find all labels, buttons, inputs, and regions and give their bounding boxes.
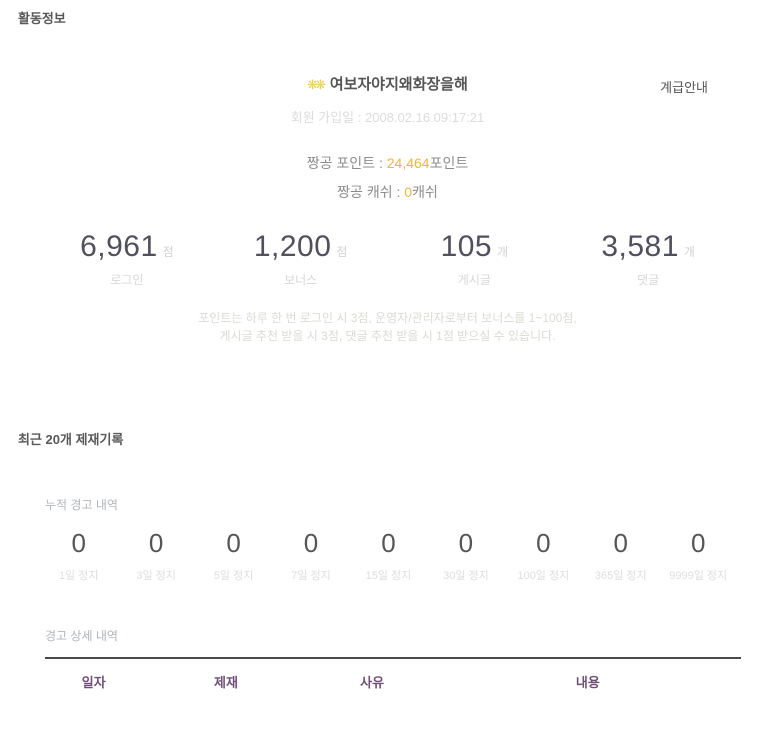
stat-unit: 개 (683, 245, 695, 259)
cash-label: 짱공 캐쉬 : (337, 184, 405, 200)
rank-guide-link[interactable]: 계급안내 (660, 80, 708, 95)
warning-label: 30일 정지 (443, 570, 489, 582)
warning-count: 0 (71, 528, 86, 558)
warning-summary-title: 누적 경고 내역 (45, 498, 118, 512)
warning-label: 365일 정지 (594, 570, 647, 582)
warning-label: 3일 정지 (136, 570, 176, 582)
stat-unit: 점 (336, 245, 348, 259)
warning-count: 0 (303, 528, 319, 558)
warning-label: 9999일 정지 (669, 570, 728, 582)
warning-item: 0 15일 정지 (350, 528, 427, 583)
warning-summary-row: 0 1일 정지 0 3일 정지 0 5일 정지 0 7일 정지 0 15일 정지… (40, 528, 737, 583)
stat-value: 3,581 (601, 230, 679, 263)
warning-item: 0 7일 정지 (272, 528, 349, 583)
stat-login: 6,961 점 로그인 (40, 230, 214, 288)
warning-item: 0 9999일 정지 (660, 528, 737, 583)
points-info: 포인트는 하루 한 번 로그인 시 3점, 운영자/관리자로부터 보너스를 1~… (0, 309, 775, 345)
point-label: 짱공 포인트 : (306, 155, 387, 171)
cash-line: 짱공 캐쉬 : 0캐쉬 (0, 182, 775, 202)
warning-label: 15일 정지 (365, 570, 412, 582)
warning-count: 0 (458, 528, 474, 558)
warning-count: 0 (690, 528, 706, 558)
warning-count: 0 (381, 528, 396, 558)
stat-label: 로그인 (110, 273, 144, 287)
col-header-reason: 사유 (360, 675, 385, 690)
warning-count: 0 (613, 528, 629, 558)
point-value: 24,464 (386, 155, 430, 171)
stat-value: 105 (440, 230, 493, 263)
warning-label: 100일 정지 (517, 570, 570, 582)
col-header-date: 일자 (81, 675, 106, 690)
warning-detail-title: 경고 상세 내역 (45, 629, 118, 643)
col-header-sanction: 제재 (213, 675, 238, 690)
stat-label: 게시글 (457, 273, 491, 287)
page-title: 활동정보 (18, 11, 66, 26)
sanctions-section-title: 최근 20개 제재기록 (18, 432, 124, 447)
stat-label: 보너스 (284, 273, 318, 287)
cash-value: 0 (404, 184, 413, 200)
activity-stats: 6,961 점 로그인 1,200 점 보너스 105 개 게시글 3,581 개 댓글 (40, 230, 735, 288)
stat-value: 1,200 (253, 230, 332, 263)
stat-value: 6,961 (80, 230, 158, 263)
points-info-line2: 게시글 추천 받을 시 3점, 댓글 추천 받을 시 1점 받으실 수 있습니다… (219, 329, 556, 343)
points-info-line1: 포인트는 하루 한 번 로그인 시 3점, 운영자/관리자로부터 보너스를 1~… (198, 311, 577, 325)
stat-label: 댓글 (637, 273, 660, 287)
warning-count: 0 (536, 528, 551, 558)
join-date: 회원 가입일 : 2008.02.16 09:17:21 (290, 110, 485, 125)
warning-label: 5일 정지 (213, 570, 254, 582)
warning-label: 1일 정지 (58, 570, 99, 582)
table-header-row: 일자 제재 사유 내용 (45, 658, 741, 703)
warning-label: 7일 정지 (291, 570, 331, 582)
stat-comments: 3,581 개 댓글 (561, 230, 735, 288)
warning-item: 0 3일 정지 (117, 528, 194, 583)
stat-unit: 점 (162, 245, 174, 259)
cash-suffix: 캐쉬 (412, 184, 438, 200)
warning-item: 0 30일 정지 (427, 528, 504, 583)
warning-item: 0 100일 정지 (505, 528, 582, 583)
warning-detail-table: 일자 제재 사유 내용 (45, 657, 741, 703)
stat-posts: 105 개 게시글 (388, 230, 562, 288)
username-line: ❋❋ 여보자야지왜화장을해 (0, 73, 775, 94)
medal-icon: ❋❋ (307, 77, 326, 92)
warning-item: 0 1일 정지 (40, 528, 117, 583)
profile-section: 계급안내 ❋❋ 여보자야지왜화장을해 회원 가입일 : 2008.02.16 09… (0, 73, 775, 202)
warning-count: 0 (148, 528, 164, 558)
warning-count: 0 (226, 528, 241, 558)
stat-unit: 개 (497, 245, 509, 259)
col-header-content: 내용 (575, 675, 600, 690)
warning-item: 0 5일 정지 (195, 528, 272, 583)
point-line: 짱공 포인트 : 24,464포인트 (0, 153, 775, 173)
warning-item: 0 365일 정지 (582, 528, 659, 583)
point-suffix: 포인트 (429, 155, 469, 171)
stat-bonus: 1,200 점 보너스 (214, 230, 388, 288)
username: 여보자야지왜화장을해 (329, 76, 468, 93)
